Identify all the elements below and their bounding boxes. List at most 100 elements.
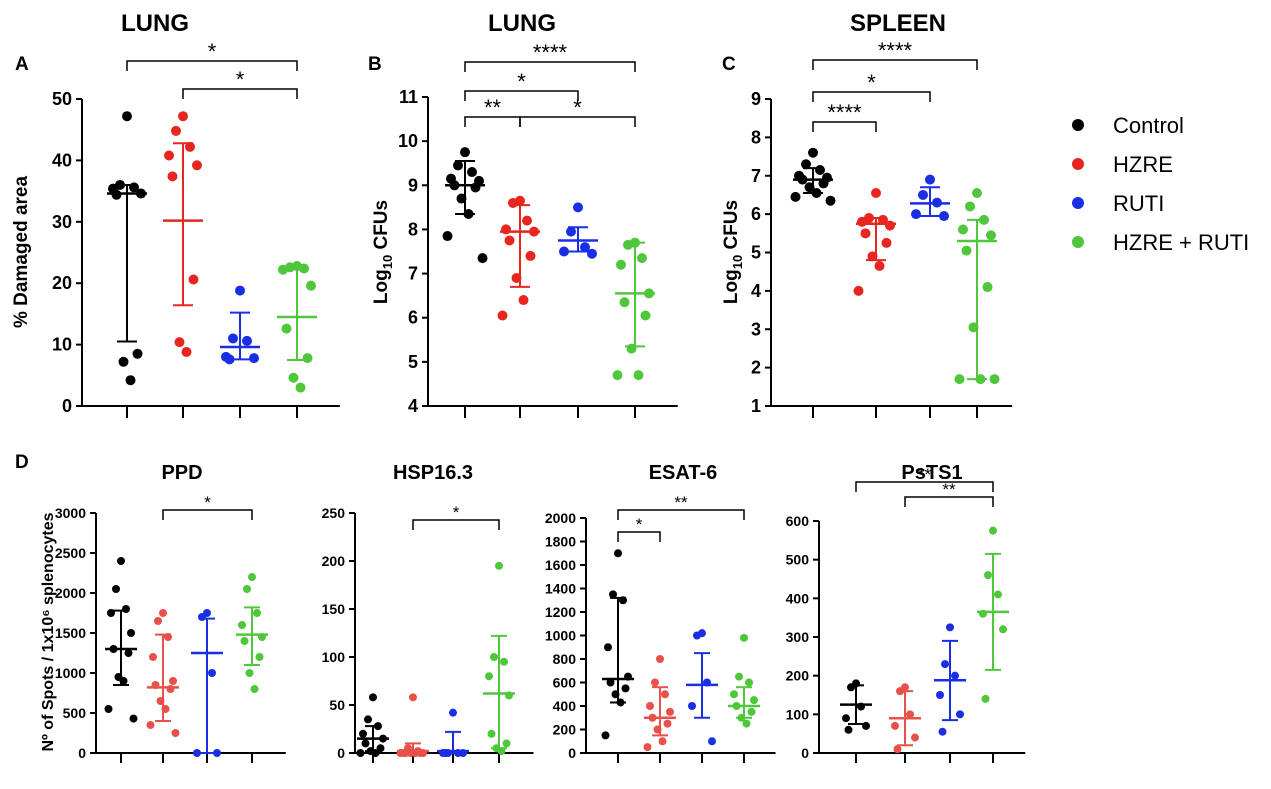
- data-point: [911, 733, 919, 742]
- y-tick-label: 50: [52, 89, 72, 109]
- data-point: [986, 230, 996, 241]
- data-point: [745, 678, 753, 687]
- data-point: [208, 669, 216, 677]
- group-ruti: [910, 174, 950, 222]
- bracket-line: [182, 88, 298, 99]
- significance-label: *: [208, 39, 217, 64]
- data-point: [376, 744, 385, 753]
- data-point: [127, 629, 135, 637]
- data-point: [797, 174, 808, 185]
- bracket-line: [812, 59, 978, 70]
- data-point: [648, 713, 657, 722]
- y-tick-label: 0: [801, 745, 809, 761]
- significance-bracket: *: [412, 503, 500, 530]
- data-point: [522, 215, 532, 226]
- y-tick-label: 2000: [55, 585, 86, 601]
- data-point: [891, 721, 899, 730]
- y-tick-label: 3: [751, 319, 761, 339]
- data-point: [965, 201, 975, 212]
- data-point: [801, 159, 811, 170]
- data-point: [258, 633, 266, 641]
- data-point: [906, 710, 914, 719]
- data-point: [979, 214, 989, 225]
- data-point: [844, 725, 853, 734]
- data-point: [501, 224, 511, 235]
- data-point: [136, 188, 146, 199]
- bracket-line: [412, 519, 500, 530]
- data-point: [178, 111, 188, 122]
- legend-marker: [1072, 197, 1084, 209]
- y-tick-label: 100: [786, 706, 810, 722]
- bracket-line: [812, 121, 877, 132]
- significance-label: *: [236, 67, 245, 92]
- data-point: [958, 224, 968, 235]
- panel-title: HSP16.3: [393, 462, 473, 484]
- significance-label: ****: [827, 100, 862, 125]
- y-tick-label: 1: [751, 396, 761, 416]
- data-point: [295, 382, 306, 393]
- panel-d2: HSP16.3 0 50 100 150 200 250 *: [322, 462, 534, 763]
- y-axis-label: Nº of Spots / 1x10⁶ splenocytes: [40, 512, 57, 751]
- data-point: [646, 702, 654, 710]
- data-point: [477, 253, 488, 264]
- panel-d3: ESAT-6 0 200 400 600 800 1000 1200 1400 1600 1800 2…: [545, 462, 776, 763]
- data-point: [470, 182, 481, 193]
- group-hzre: [163, 111, 203, 357]
- panel-d1: PPD D Nº of Spots / 1x10⁶ splenocytes 0 500 1…: [15, 452, 286, 763]
- y-tick-label: 2000: [545, 510, 576, 526]
- significance-label: **: [942, 480, 956, 499]
- data-point: [857, 702, 865, 711]
- data-point: [181, 346, 192, 357]
- significance-bracket: **: [464, 95, 521, 127]
- data-point: [149, 653, 157, 661]
- y-tick-label: 11: [399, 87, 418, 107]
- data-point: [956, 710, 964, 719]
- data-point: [626, 343, 637, 354]
- data-point: [125, 375, 136, 386]
- y-tick-label: 600: [553, 675, 577, 691]
- y-tick-label: 8: [408, 219, 418, 239]
- panel-letter: B: [368, 54, 382, 75]
- data-point: [994, 590, 1002, 599]
- data-point: [249, 353, 259, 364]
- data-point: [192, 160, 202, 171]
- bracket-line: [812, 91, 931, 102]
- y-tick-label: 5: [751, 243, 761, 263]
- data-point: [911, 209, 921, 220]
- data-point: [505, 691, 513, 700]
- y-tick-label: 1500: [55, 625, 86, 641]
- data-point: [164, 633, 172, 641]
- data-point: [508, 197, 518, 208]
- legend-item-hzre: HZRE: [1072, 152, 1173, 177]
- legend: Control HZRE RUTI HZRE + RUTI: [1072, 113, 1249, 255]
- data-point: [361, 739, 370, 748]
- group-control: [442, 147, 488, 264]
- data-point: [159, 609, 167, 617]
- data-point: [614, 549, 622, 558]
- data-point: [619, 596, 627, 605]
- data-point: [637, 253, 647, 264]
- data-point: [112, 585, 120, 593]
- data-point: [117, 557, 125, 565]
- y-tick-label: 200: [322, 553, 346, 569]
- significance-label: *: [636, 515, 643, 534]
- bracket-line: [617, 509, 745, 520]
- data-point: [242, 335, 252, 346]
- data-point: [881, 237, 892, 248]
- y-tick-label: 7: [751, 166, 761, 186]
- data-point: [790, 191, 801, 202]
- data-point: [730, 690, 738, 699]
- group-control: [107, 111, 147, 386]
- significance-bracket: **: [617, 493, 745, 520]
- data-point: [453, 160, 463, 171]
- y-tick-label: 3000: [55, 505, 86, 521]
- group-hzre-ruti: [236, 573, 268, 693]
- y-tick-label: 20: [52, 273, 72, 293]
- group-hzre: [497, 195, 540, 321]
- data-point: [409, 693, 417, 702]
- group-control: [356, 693, 389, 757]
- data-point: [306, 280, 316, 291]
- data-point: [643, 743, 652, 752]
- data-point: [235, 285, 245, 296]
- data-point: [529, 226, 539, 237]
